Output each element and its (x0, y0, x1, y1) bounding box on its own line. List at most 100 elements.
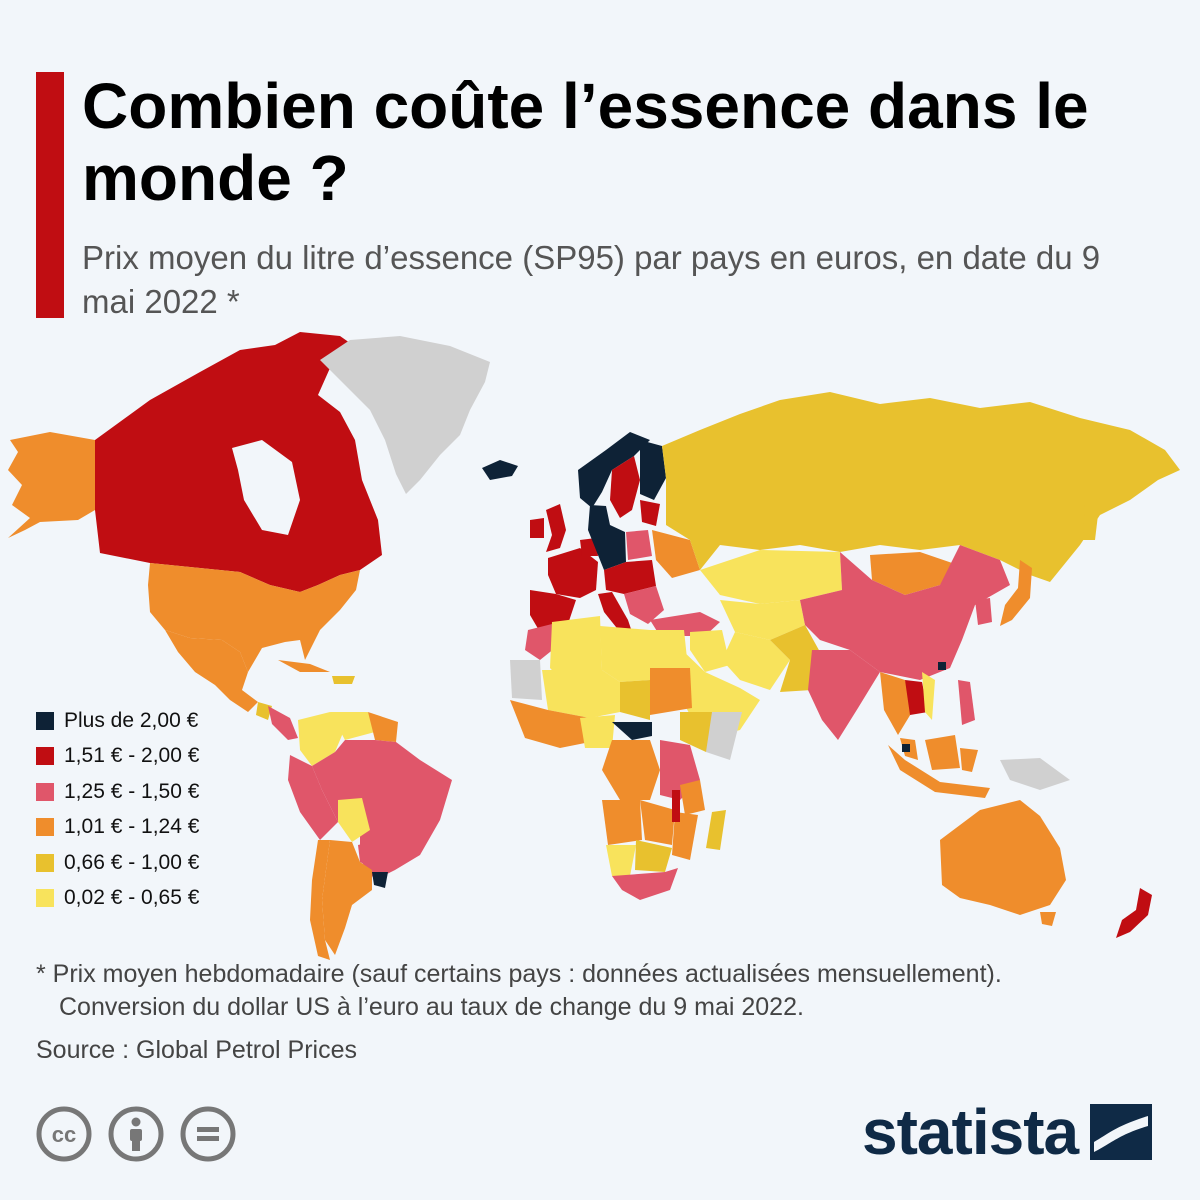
legend-swatch (36, 747, 54, 766)
country-tanzania (680, 780, 705, 815)
country-drc (602, 740, 660, 800)
country-new-guinea (1000, 758, 1070, 790)
legend-label: 0,02 € - 0,65 € (64, 886, 200, 910)
country-new-zealand (1116, 888, 1152, 938)
legend-label: 1,01 € - 1,24 € (64, 815, 200, 839)
country-iraq-syria (690, 630, 730, 672)
country-central-africa (612, 722, 652, 740)
country-mongolia (870, 552, 958, 595)
country-russia (662, 392, 1180, 582)
country-somalia (706, 712, 742, 760)
footnote: * Prix moyen hebdomadaire (sauf certains… (36, 958, 1176, 1024)
country-korea (975, 598, 992, 625)
country-germany-denmark (588, 505, 626, 570)
country-chad (620, 680, 650, 720)
country-cuba (278, 660, 330, 672)
hudson-bay (232, 440, 300, 535)
legend-item: 0,02 € - 0,65 € (36, 881, 199, 917)
country-central-america (268, 706, 298, 740)
country-south-africa (612, 868, 678, 900)
country-sumatra-java (888, 745, 990, 798)
page-title: Combien coûte l’essence dans le monde ? (82, 70, 1089, 214)
country-west-sahara (510, 660, 542, 700)
cc-icon[interactable]: cc (36, 1106, 92, 1162)
country-west-africa (510, 700, 600, 748)
country-greenland (320, 336, 490, 494)
country-namibia (606, 845, 636, 876)
country-myanmar-thailand (880, 672, 912, 735)
country-colombia (298, 712, 345, 766)
svg-text:cc: cc (52, 1122, 76, 1147)
country-zambia (640, 800, 675, 845)
country-afghanistan-pakistan (770, 625, 820, 692)
country-libya (600, 626, 650, 682)
country-hong-kong (938, 662, 946, 670)
country-india (808, 650, 880, 740)
legend: Plus de 2,00 € 1,51 € - 2,00 € 1,25 € - … (36, 703, 199, 916)
legend-item: 0,66 € - 1,00 € (36, 845, 199, 881)
country-alaska (8, 432, 95, 538)
country-guyanas (368, 712, 398, 742)
country-hispaniola (332, 676, 355, 684)
country-usa (148, 563, 360, 672)
country-australia (940, 800, 1066, 915)
country-central-asia (720, 600, 805, 640)
legend-swatch (36, 889, 54, 908)
country-poland (626, 530, 652, 560)
country-baltics (640, 500, 660, 526)
country-iceland (482, 460, 518, 480)
legend-label: 0,66 € - 1,00 € (64, 850, 200, 874)
country-uruguay (372, 872, 388, 888)
legend-label: 1,51 € - 2,00 € (64, 744, 200, 768)
country-vietnam (922, 672, 935, 720)
country-argentina (322, 840, 372, 955)
country-sudan (650, 668, 692, 715)
country-france (548, 548, 598, 598)
legend-swatch (36, 711, 54, 730)
attribution-icon[interactable] (108, 1106, 164, 1162)
country-brazil (312, 740, 452, 880)
country-mozambique (672, 812, 698, 860)
footnote-line-2: Conversion du dollar US à l’euro au taux… (59, 993, 804, 1021)
legend-label: Plus de 2,00 € (64, 708, 199, 732)
country-sulawesi (960, 748, 978, 772)
country-philippines (958, 680, 975, 725)
country-italy (598, 592, 634, 638)
country-venezuela (330, 712, 375, 740)
country-chile (310, 840, 330, 960)
country-kamchatka (1083, 498, 1100, 540)
world-map (8, 332, 1180, 960)
country-egypt (650, 630, 688, 668)
country-ukraine-belarus (652, 530, 700, 578)
country-peru-ecuador (288, 755, 338, 840)
footnote-line-1: * Prix moyen hebdomadaire (sauf certains… (36, 960, 1002, 988)
country-sweden (610, 456, 640, 518)
country-china (800, 545, 1010, 680)
country-uk (546, 504, 566, 552)
license-icons: cc (36, 1106, 236, 1162)
country-norway (578, 432, 650, 508)
legend-swatch (36, 782, 54, 801)
legend-item: 1,25 € - 1,50 € (36, 774, 199, 810)
country-laos-cambodia (905, 680, 928, 715)
title-accent-bar (36, 72, 64, 318)
legend-swatch (36, 853, 54, 872)
country-mali-niger (542, 670, 620, 718)
country-guatemala (256, 702, 272, 720)
country-bolivia (338, 798, 370, 842)
no-derivatives-icon[interactable] (180, 1106, 236, 1162)
country-singapore (902, 744, 910, 752)
country-balkans (624, 586, 664, 624)
brand-name: statista (862, 1096, 1079, 1168)
legend-label: 1,25 € - 1,50 € (64, 779, 200, 803)
country-botswana-zimbabwe (635, 840, 672, 872)
country-central-europe (604, 560, 656, 594)
legend-item: Plus de 2,00 € (36, 703, 199, 739)
legend-item: 1,01 € - 1,24 € (36, 810, 199, 846)
legend-item: 1,51 € - 2,00 € (36, 739, 199, 775)
country-tasmania (1040, 912, 1056, 926)
country-paraguay (358, 842, 372, 868)
country-mexico (165, 630, 258, 712)
country-finland (640, 440, 666, 500)
page-subtitle: Prix moyen du litre d’essence (SP95) par… (82, 239, 1101, 320)
